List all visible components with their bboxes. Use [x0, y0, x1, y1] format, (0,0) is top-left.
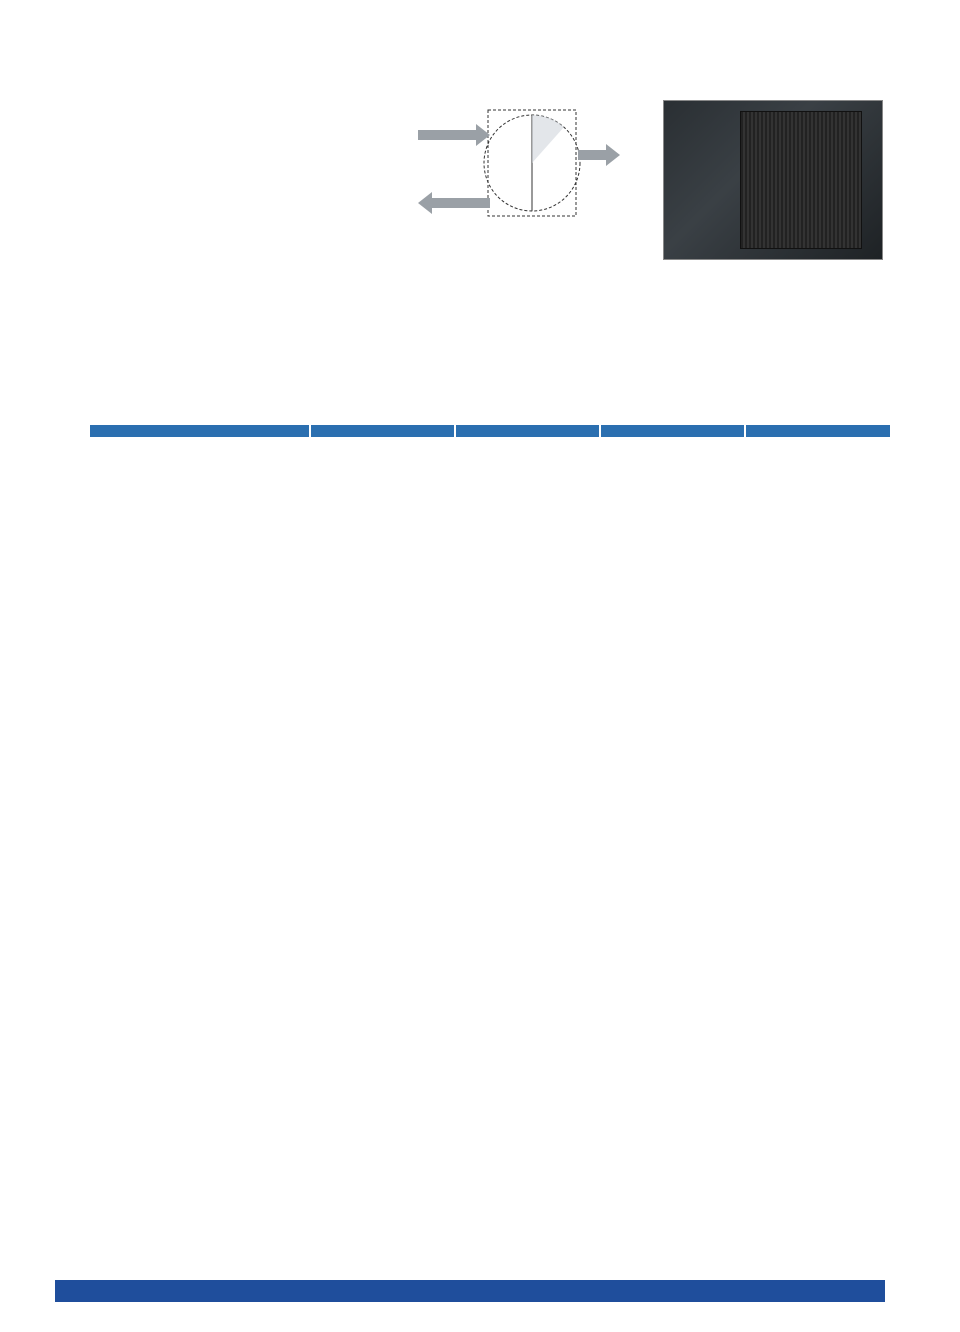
th-dp1 [310, 425, 455, 437]
th-dp3 [600, 425, 745, 437]
page-footer-bar [55, 1280, 885, 1302]
equipment-photo [663, 100, 883, 260]
th-fan-pos [90, 425, 310, 437]
th-dp4 [745, 425, 890, 437]
purge-zone-table [90, 425, 890, 437]
rotor-diagram [406, 100, 643, 275]
th-dp2 [455, 425, 600, 437]
